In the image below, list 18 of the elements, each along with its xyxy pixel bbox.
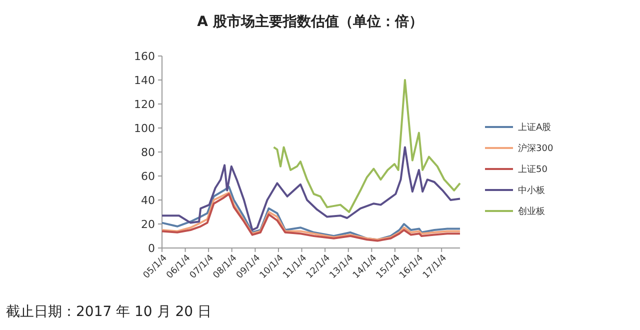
y-tick-label: 120 xyxy=(134,98,155,111)
legend-label: 上证A股 xyxy=(518,122,552,134)
line-series xyxy=(272,79,461,213)
y-tick-label: 100 xyxy=(134,122,155,135)
y-tick-label: 60 xyxy=(141,170,155,183)
text: 截止日期：2017 年 10 月 20 日 xyxy=(6,304,212,320)
legend-label: 中小板 xyxy=(518,185,545,196)
y-tick-label: 20 xyxy=(141,218,155,231)
y-tick-label: 40 xyxy=(141,194,155,207)
legend-label: 上证50 xyxy=(518,164,548,176)
legend-label: 沪深300 xyxy=(518,143,554,154)
y-tick-label: 0 xyxy=(148,242,155,255)
chart-title: A 股市场主要指数估值（单位：倍） xyxy=(197,13,423,30)
line-series xyxy=(161,146,461,231)
y-tick-label: 160 xyxy=(134,50,155,63)
y-tick-label: 80 xyxy=(141,146,155,159)
legend-label: 创业板 xyxy=(518,206,545,218)
y-tick-label: 140 xyxy=(134,74,155,87)
